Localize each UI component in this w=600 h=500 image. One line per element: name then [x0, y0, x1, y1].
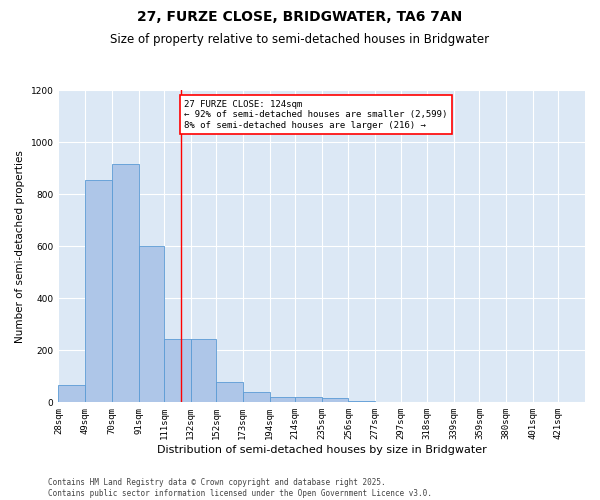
Y-axis label: Number of semi-detached properties: Number of semi-detached properties — [15, 150, 25, 342]
Text: 27, FURZE CLOSE, BRIDGWATER, TA6 7AN: 27, FURZE CLOSE, BRIDGWATER, TA6 7AN — [137, 10, 463, 24]
Bar — [269, 396, 295, 402]
Text: Size of property relative to semi-detached houses in Bridgwater: Size of property relative to semi-detach… — [110, 32, 490, 46]
Bar — [58, 386, 85, 402]
Bar — [243, 392, 269, 402]
Bar — [191, 338, 216, 402]
Bar — [164, 338, 191, 402]
Text: 27 FURZE CLOSE: 124sqm
← 92% of semi-detached houses are smaller (2,599)
8% of s: 27 FURZE CLOSE: 124sqm ← 92% of semi-det… — [184, 100, 448, 130]
Bar — [216, 382, 243, 402]
Text: Contains HM Land Registry data © Crown copyright and database right 2025.
Contai: Contains HM Land Registry data © Crown c… — [48, 478, 432, 498]
Bar — [85, 180, 112, 402]
X-axis label: Distribution of semi-detached houses by size in Bridgwater: Distribution of semi-detached houses by … — [157, 445, 487, 455]
Bar — [322, 398, 349, 402]
Bar — [139, 246, 164, 402]
Bar — [112, 164, 139, 402]
Bar — [349, 400, 375, 402]
Bar — [295, 396, 322, 402]
